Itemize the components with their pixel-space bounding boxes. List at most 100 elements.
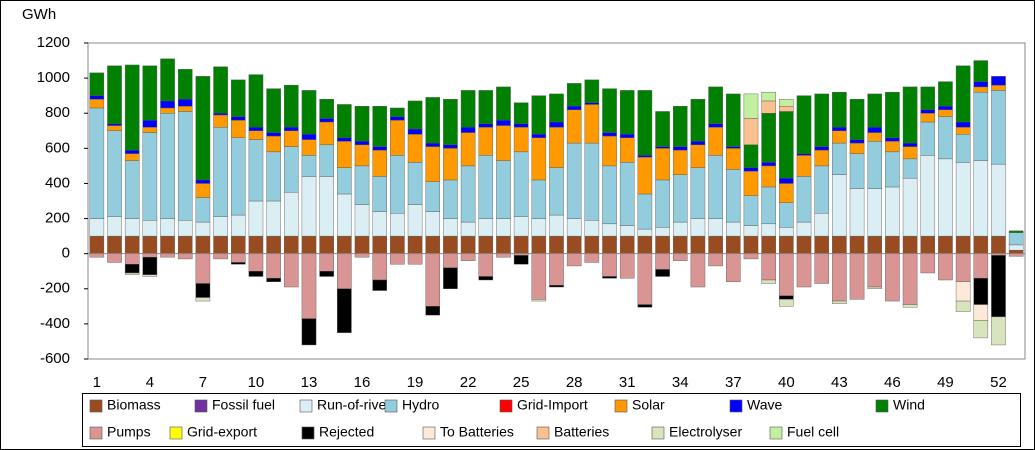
legend-label: Biomass [107, 397, 161, 413]
bar-segment [637, 304, 653, 308]
legend-label: Run-of-river [317, 397, 391, 413]
bar-segment [832, 142, 847, 175]
bar-segment [390, 253, 405, 265]
legend-swatch [169, 426, 183, 440]
bar-segment [955, 253, 971, 282]
bar-segment [231, 235, 246, 254]
bar-segment [301, 155, 317, 177]
bar-segment [902, 177, 918, 237]
x-tick-label: 46 [884, 374, 901, 391]
bar-segment [425, 211, 441, 237]
bar-segment [637, 90, 653, 156]
bar-segment [248, 235, 264, 254]
bar-segment [708, 127, 723, 156]
x-tick-label: 4 [146, 374, 154, 391]
y-axis-label: GWh [22, 6, 56, 23]
bar-segment [867, 253, 882, 288]
bar-segment [1008, 232, 1024, 246]
bar-segment [761, 165, 776, 188]
legend-swatch [301, 426, 315, 440]
bar-segment [443, 253, 458, 268]
bar-segment [690, 144, 706, 168]
bar-segment [460, 90, 476, 128]
bar-segment [231, 262, 246, 265]
bar-segment [89, 253, 105, 258]
bar-segment [513, 235, 529, 254]
bar-segment [443, 218, 458, 237]
bar-segment [619, 235, 635, 254]
bar-segment [796, 253, 812, 288]
bar-segment [849, 188, 865, 237]
bar-segment [266, 235, 281, 254]
bar-segment [779, 253, 794, 297]
bar-segment [991, 316, 1006, 346]
bar-segment [920, 155, 936, 237]
bar-segment [991, 235, 1006, 254]
bar-segment [213, 127, 228, 218]
legend-label: Grid-export [187, 424, 257, 440]
bar-segment [602, 253, 617, 277]
bar-segment [814, 253, 829, 284]
bar-segment [301, 139, 317, 156]
bar-segment [955, 235, 971, 254]
bar-segment [973, 235, 989, 254]
bar-segment [372, 105, 387, 147]
y-tick-label: 1000 [37, 69, 70, 86]
bar-segment [478, 127, 494, 156]
bar-segment [354, 141, 370, 146]
bar-segment [231, 253, 246, 263]
bar-segment [531, 235, 547, 254]
bar-segment [549, 167, 564, 216]
bar-segment [584, 235, 600, 254]
legend-swatch [536, 426, 550, 440]
bar-segment [761, 186, 776, 225]
bar-segment [726, 93, 741, 147]
bar-segment [513, 127, 529, 153]
bar-segment [885, 151, 900, 188]
legend-label: Wind [893, 397, 925, 413]
bar-segment [973, 278, 989, 305]
x-tick-label: 37 [725, 374, 742, 391]
bar-segment [973, 253, 989, 279]
bar-segment [319, 121, 334, 146]
bar-segment [761, 113, 776, 163]
bar-segment [849, 139, 865, 144]
bar-segment [425, 146, 441, 182]
legend-swatch [499, 399, 513, 413]
legend-label: Rejected [319, 424, 374, 440]
bar-segment [814, 146, 829, 151]
bar-segment [726, 169, 741, 223]
legend-swatch [89, 426, 103, 440]
bar-segment [354, 144, 370, 167]
bar-segment [142, 120, 158, 128]
bar-segment [761, 162, 776, 167]
bar-segment [902, 235, 918, 254]
bar-segment [991, 76, 1006, 86]
bar-segment [938, 116, 953, 160]
bar-segment [566, 218, 582, 237]
bar-segment [124, 235, 140, 254]
legend-swatch [89, 399, 103, 413]
bar-segment [372, 211, 387, 237]
bar-segment [531, 253, 547, 300]
bar-segment [779, 98, 794, 107]
bar-segment [478, 155, 494, 219]
bar-segment [991, 84, 1006, 91]
bar-segment [425, 97, 441, 144]
bar-segment [124, 153, 140, 161]
bar-segment [478, 276, 494, 281]
bar-segment [107, 130, 122, 217]
bar-segment [973, 86, 989, 93]
bar-segment [973, 91, 989, 161]
y-tick-label: 400 [45, 174, 70, 191]
bar-segment [372, 149, 387, 177]
bar-segment [743, 253, 759, 260]
x-tick-label: 43 [831, 374, 848, 391]
bar-segment [390, 235, 405, 254]
bar-segment [849, 235, 865, 254]
bar-segment [655, 253, 670, 270]
bar-segment [849, 142, 865, 154]
x-tick-label: 16 [354, 374, 371, 391]
bar-segment [496, 160, 511, 219]
